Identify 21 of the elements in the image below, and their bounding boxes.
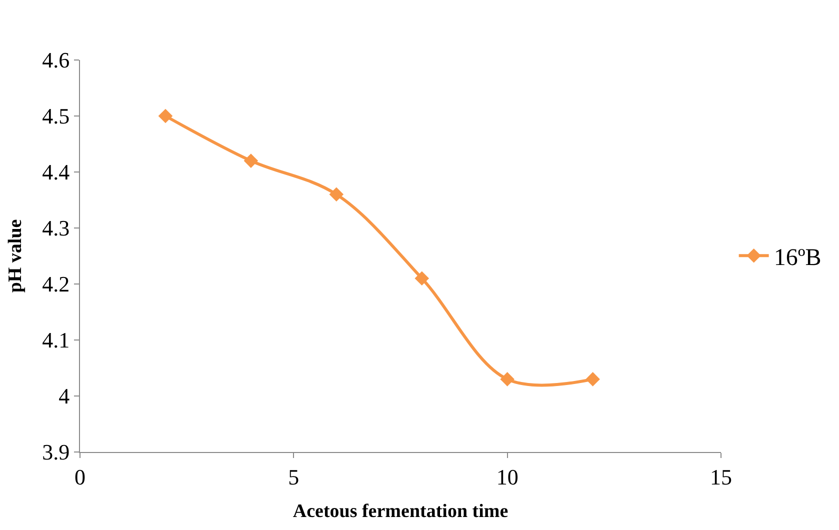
x-tick-label: 10: [496, 464, 518, 490]
point: [329, 187, 344, 202]
x-tick-label: 15: [710, 464, 732, 490]
y-tick-label: 4.3: [42, 216, 70, 241]
y-tick-label: 4.6: [42, 48, 70, 73]
y-tick-label: 4.1: [42, 328, 70, 353]
y-tick-label: 4.4: [42, 160, 70, 185]
point: [500, 372, 514, 386]
y-tick-label: 4: [58, 384, 70, 409]
y-tick-label: 4.5: [42, 104, 70, 129]
point: [244, 154, 258, 168]
y-axis-title: pH value: [4, 219, 26, 293]
legend-label: 16ºB: [774, 244, 822, 271]
y-tick-label: 4.2: [42, 272, 70, 297]
point: [158, 108, 173, 124]
point: [414, 271, 430, 286]
x-tick-label: 5: [288, 464, 300, 490]
x-axis-title: Acetous fermentation time: [292, 501, 508, 522]
point: [586, 372, 600, 386]
y-tick-label: 3.9: [42, 440, 70, 465]
x-tick-label: 0: [74, 464, 86, 490]
